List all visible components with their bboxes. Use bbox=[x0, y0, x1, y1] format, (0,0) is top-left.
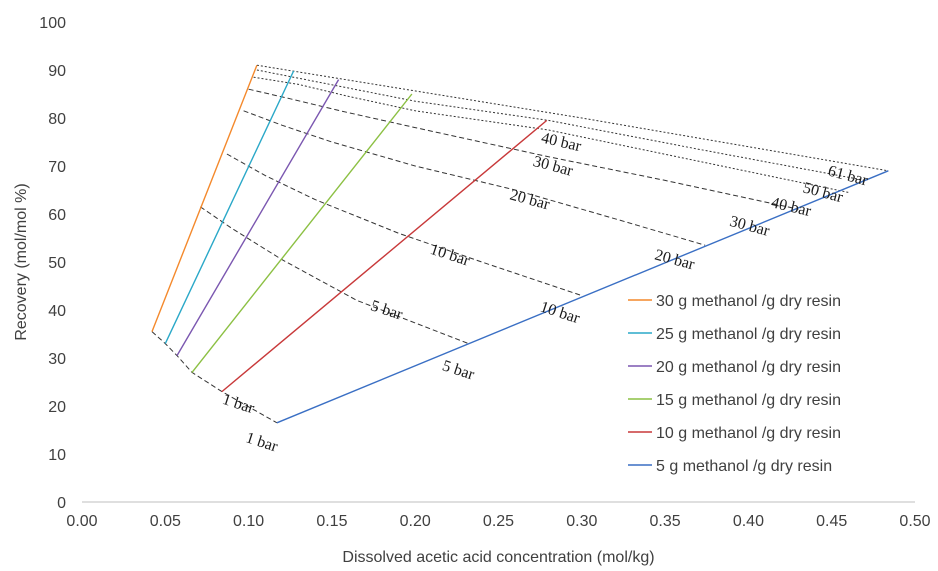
isobar-lines bbox=[151, 64, 889, 424]
x-axis-ticks: 0.00 0.05 0.10 0.15 0.20 0.25 0.30 0.35 0.40 0.45… bbox=[66, 513, 930, 530]
y-tick-label: 0 bbox=[57, 495, 66, 512]
isobar-label: 1 bar bbox=[244, 429, 281, 455]
isobar-40-bar bbox=[253, 76, 849, 193]
isobar-label: 20 bar bbox=[508, 187, 552, 214]
y-tick-label: 40 bbox=[48, 303, 66, 320]
x-tick-label: 0.50 bbox=[899, 513, 930, 530]
isobar-10-bar bbox=[226, 153, 582, 297]
plot-area: 0.00 0.05 0.10 0.15 0.20 0.25 0.30 0.35 0.40 0.45… bbox=[39, 15, 930, 530]
x-tick-label: 0.30 bbox=[566, 513, 597, 530]
isobar-label: 20 bar bbox=[653, 247, 697, 274]
legend-label: 15 g methanol /g dry resin bbox=[656, 392, 841, 409]
x-tick-label: 0.05 bbox=[150, 513, 181, 530]
y-tick-label: 20 bbox=[48, 399, 66, 416]
series-line-3 bbox=[191, 93, 413, 373]
legend-label: 5 g methanol /g dry resin bbox=[656, 458, 832, 475]
y-tick-label: 50 bbox=[48, 255, 66, 272]
x-tick-label: 0.25 bbox=[483, 513, 514, 530]
series-line-4 bbox=[221, 119, 548, 393]
isobar-5-bar bbox=[200, 206, 469, 345]
legend: 30 g methanol /g dry resin 25 g methanol … bbox=[628, 293, 841, 475]
y-tick-label: 10 bbox=[48, 447, 66, 464]
isobar-20-bar bbox=[243, 110, 706, 246]
isobar-label: 10 bar bbox=[428, 241, 472, 270]
x-tick-label: 0.00 bbox=[66, 513, 97, 530]
series-lines bbox=[151, 64, 889, 424]
y-tick-label: 80 bbox=[48, 111, 66, 128]
y-tick-label: 90 bbox=[48, 63, 66, 80]
series-line-2 bbox=[176, 79, 340, 356]
isobar-label: 30 bar bbox=[728, 213, 772, 240]
legend-label: 20 g methanol /g dry resin bbox=[656, 359, 841, 376]
y-tick-label: 70 bbox=[48, 159, 66, 176]
x-tick-label: 0.15 bbox=[316, 513, 347, 530]
isobar-label: 1 bar bbox=[220, 391, 257, 417]
isobar-label: 40 bar bbox=[540, 130, 584, 156]
y-tick-label: 30 bbox=[48, 351, 66, 368]
isobar-label: 61 bar bbox=[826, 163, 870, 190]
isobar-30-bar bbox=[248, 88, 799, 210]
isobar-label: 10 bar bbox=[538, 299, 582, 328]
isobar-50-bar bbox=[256, 69, 866, 181]
x-tick-label: 0.20 bbox=[400, 513, 431, 530]
series-line-0 bbox=[151, 64, 258, 332]
legend-label: 25 g methanol /g dry resin bbox=[656, 326, 841, 343]
legend-label: 30 g methanol /g dry resin bbox=[656, 293, 841, 310]
x-tick-label: 0.45 bbox=[816, 513, 847, 530]
y-axis-ticks: 0 10 20 30 40 50 60 70 80 90 100 bbox=[39, 15, 66, 512]
isobar-label: 5 bar bbox=[369, 297, 406, 323]
x-tick-label: 0.40 bbox=[733, 513, 764, 530]
series-line-5 bbox=[276, 170, 889, 424]
x-axis-title: Dissolved acetic acid concentration (mol… bbox=[342, 549, 654, 566]
y-axis-title: Recovery (mol/mol %) bbox=[13, 183, 30, 340]
isobar-label: 5 bar bbox=[440, 357, 477, 383]
x-tick-label: 0.10 bbox=[233, 513, 264, 530]
isobar-61-bar bbox=[256, 64, 889, 172]
y-tick-label: 100 bbox=[39, 15, 66, 32]
x-tick-label: 0.35 bbox=[650, 513, 681, 530]
isobar-1-bar bbox=[151, 331, 278, 424]
isobar-label: 30 bar bbox=[531, 153, 575, 180]
y-tick-label: 60 bbox=[48, 207, 66, 224]
series-line-1 bbox=[164, 70, 295, 344]
legend-label: 10 g methanol /g dry resin bbox=[656, 425, 841, 442]
